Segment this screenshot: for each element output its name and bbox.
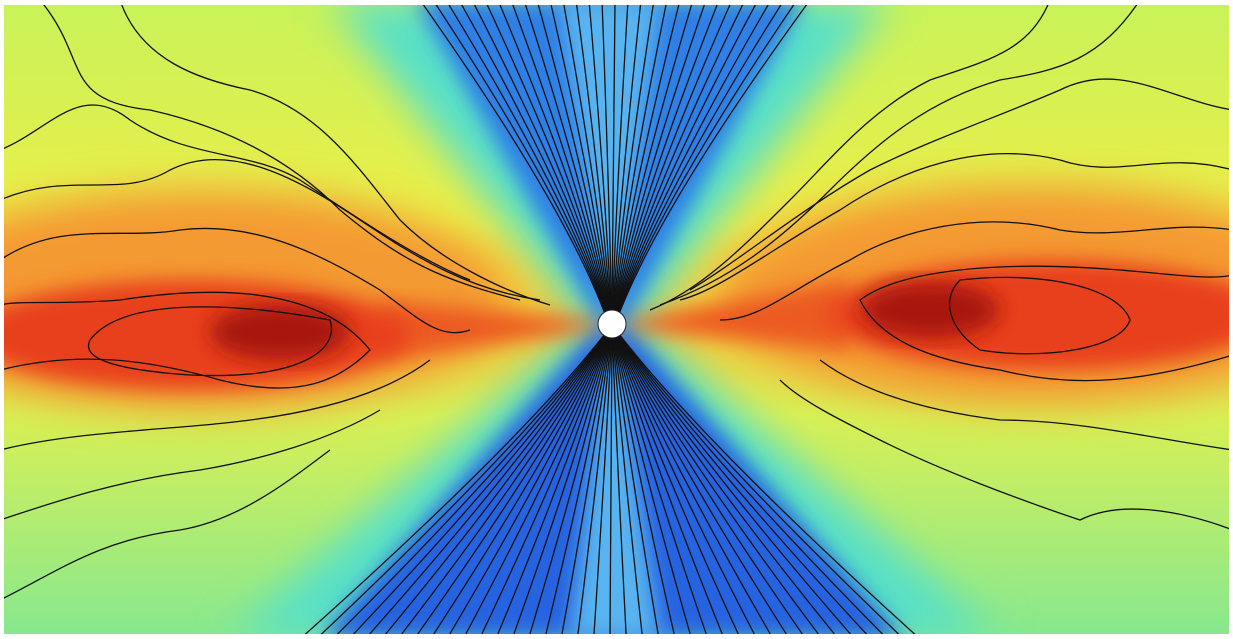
disk-core-right [860,282,1000,338]
central-object [598,310,626,338]
field [0,0,1233,639]
simulation-image [0,0,1233,639]
page: {} [0,0,1233,639]
